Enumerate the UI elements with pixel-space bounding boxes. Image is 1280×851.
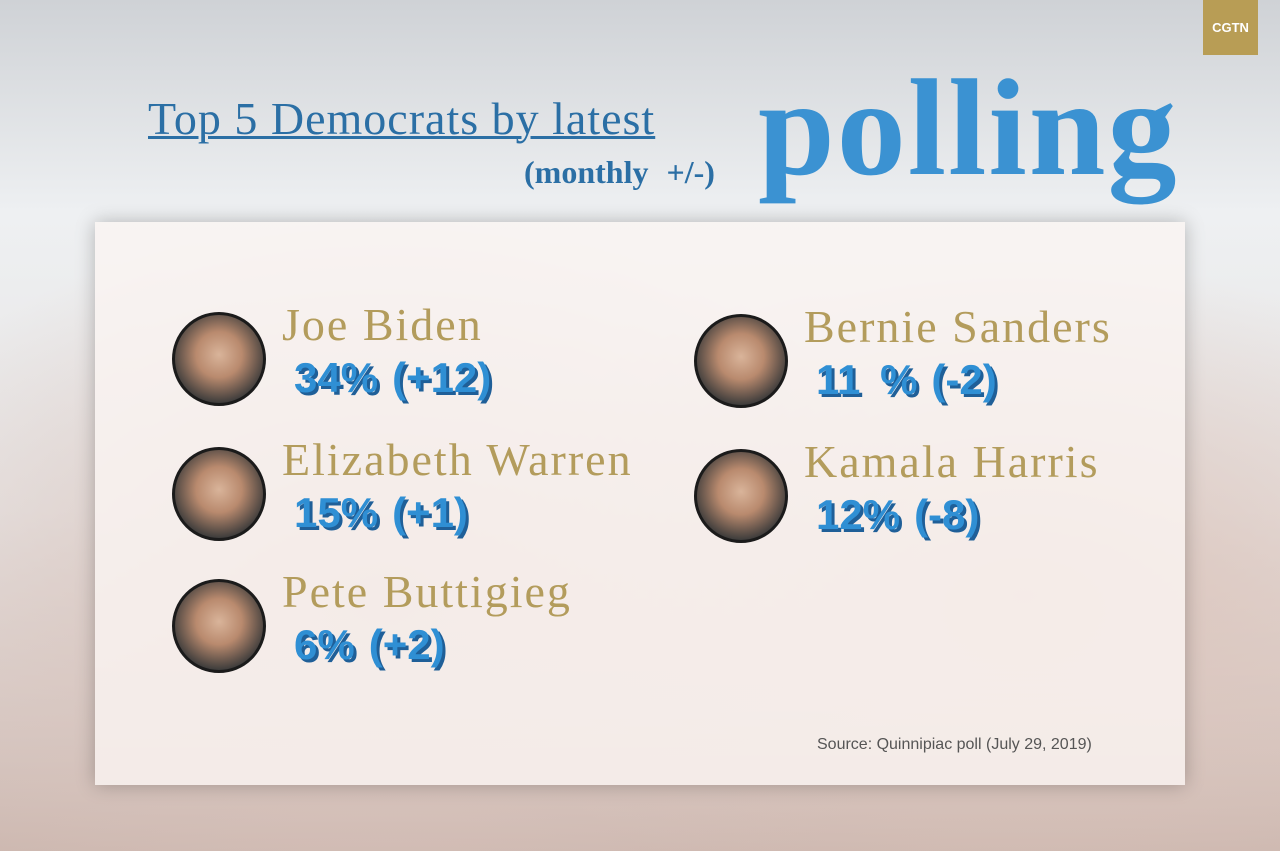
- share: 6%: [294, 621, 355, 668]
- candidate-photo: [694, 449, 788, 543]
- change: (-2): [931, 356, 997, 403]
- candidate-name: Joe Biden: [282, 299, 483, 350]
- logo: CGTN: [1203, 0, 1258, 55]
- candidate-name: Kamala Harris: [804, 436, 1100, 487]
- change: (+1): [392, 489, 468, 536]
- candidate-photo: [172, 312, 266, 406]
- change: (+12): [392, 354, 492, 401]
- candidate-photo: [172, 447, 266, 541]
- candidate-result: 11 % (-2): [816, 356, 997, 404]
- title: Top 5 Democrats by latest: [148, 93, 656, 144]
- change: (-8): [914, 491, 980, 538]
- candidate-photo: [694, 314, 788, 408]
- candidate-photo: [172, 579, 266, 673]
- title-emphasis: polling: [758, 51, 1179, 204]
- share: 12%: [816, 491, 901, 538]
- share: 34%: [294, 354, 379, 401]
- candidate-result: 6% (+2): [294, 621, 445, 669]
- share: 11 %: [816, 356, 918, 403]
- candidate-result: 34% (+12): [294, 354, 491, 402]
- candidate-name: Pete Buttigieg: [282, 566, 572, 617]
- candidate-name: Elizabeth Warren: [282, 434, 633, 485]
- candidate-result: 12% (-8): [816, 491, 979, 539]
- candidate-name: Bernie Sanders: [804, 301, 1112, 352]
- candidate-result: 15% (+1): [294, 489, 468, 537]
- source: Source: Quinnipiac poll (July 29, 2019): [817, 736, 1092, 753]
- share: 15%: [294, 489, 379, 536]
- card: [95, 222, 1185, 785]
- change: (+2): [368, 621, 445, 668]
- subtitle: (monthly +/-): [524, 154, 715, 190]
